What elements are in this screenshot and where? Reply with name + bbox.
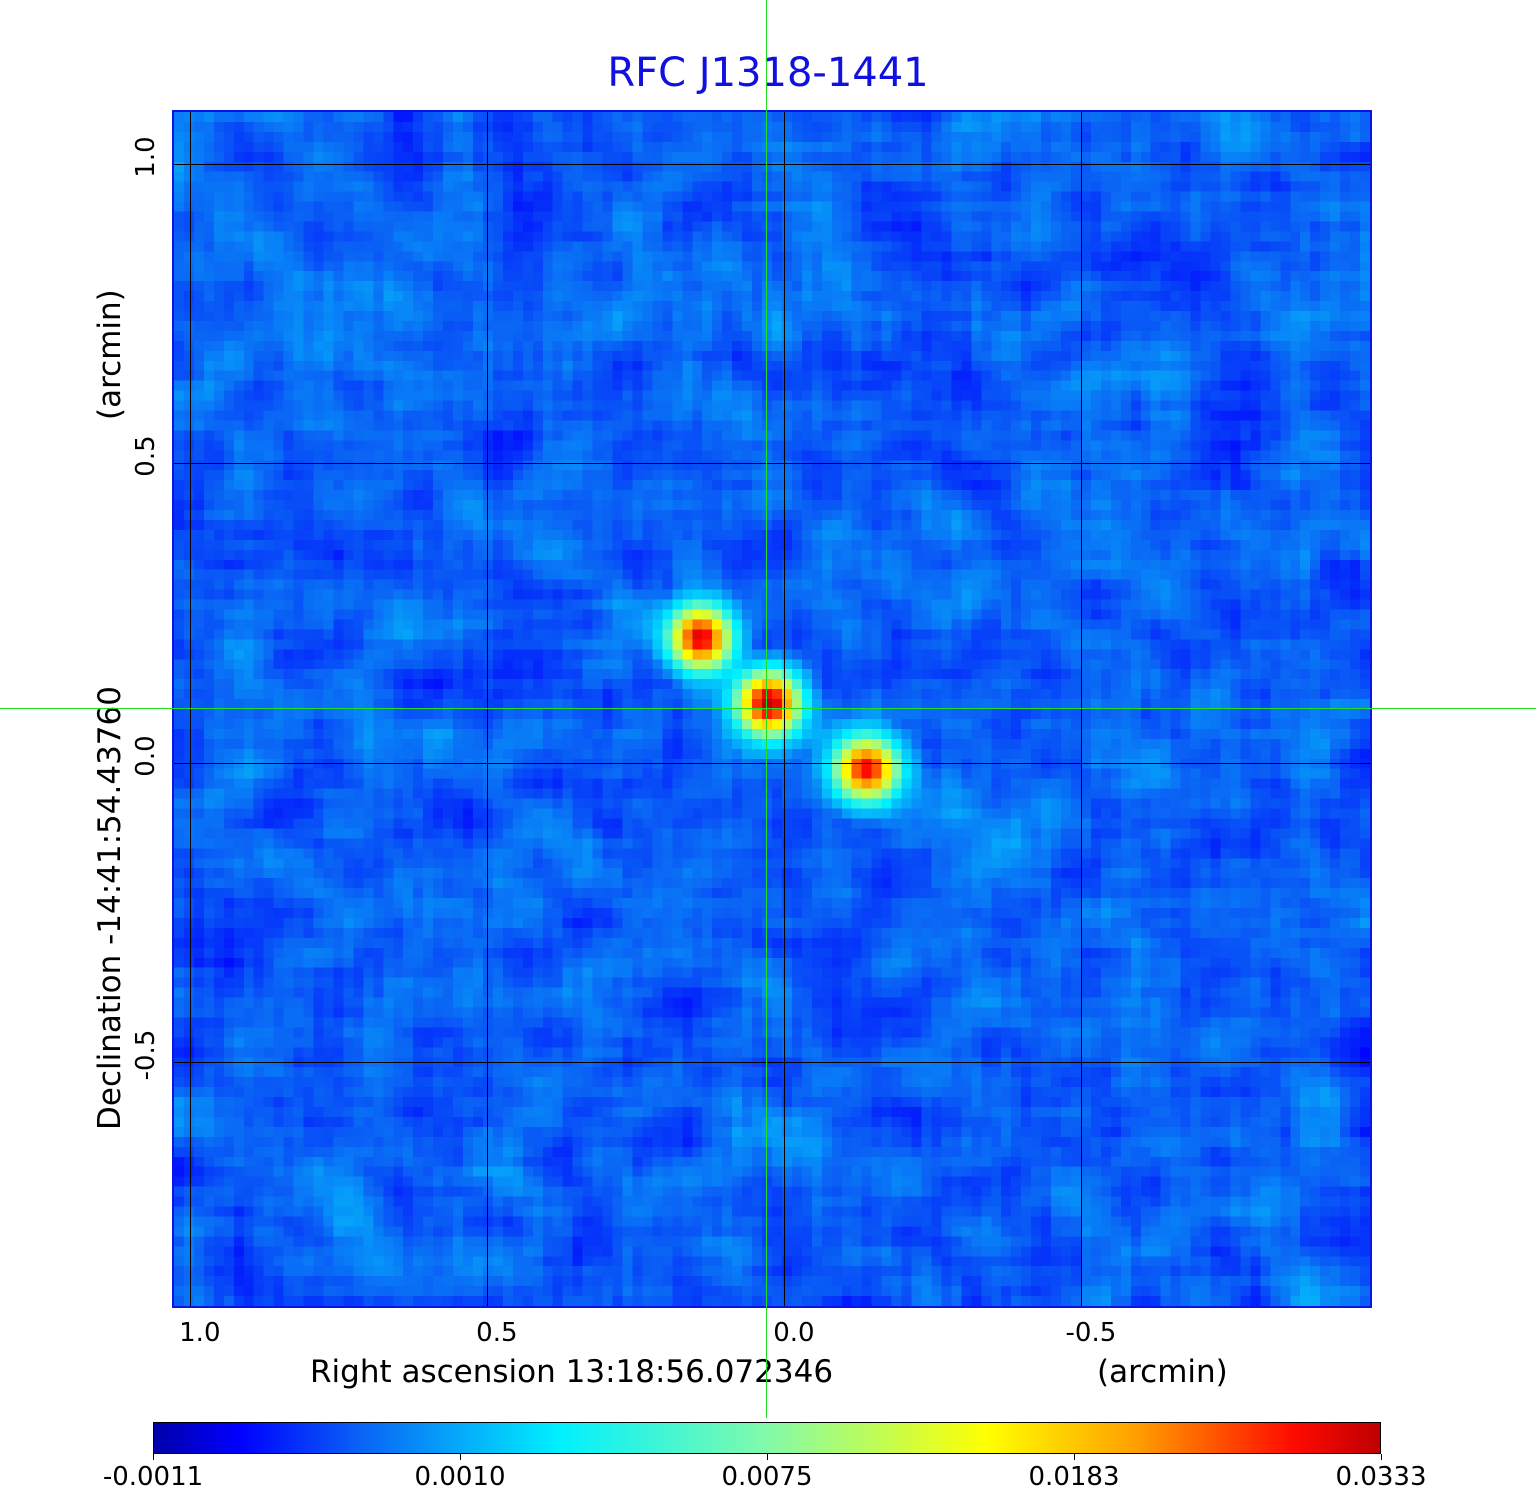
grid-line-y — [174, 1062, 1370, 1064]
plot-area[interactable] — [172, 110, 1372, 1308]
x-axis-label: Right ascension 13:18:56.072346 — [310, 1354, 834, 1390]
colorbar-tick — [1074, 1454, 1075, 1460]
grid-line-x — [783, 112, 785, 1306]
colorbar-tick-label: -0.0011 — [102, 1462, 204, 1492]
y-axis-unit: (arcmin) — [92, 289, 128, 420]
crosshair-horizontal — [0, 708, 1536, 709]
x-tick-label: 0.0 — [773, 1318, 815, 1348]
x-tick-label: 0.5 — [476, 1318, 518, 1348]
heatmap-image — [174, 112, 1370, 1306]
x-tick-label: 1.0 — [179, 1318, 221, 1348]
y-axis-label: Declination -14:41:54.43760 — [92, 686, 128, 1130]
colorbar-tick — [460, 1454, 461, 1460]
grid-line-y — [174, 762, 1370, 764]
colorbar-tick-label: 0.0183 — [1028, 1462, 1120, 1492]
y-tick-label: 0.0 — [131, 735, 161, 777]
colorbar-tick — [153, 1454, 154, 1460]
colorbar-tick — [767, 1454, 768, 1460]
colorbar-tick-label: 0.0075 — [721, 1462, 813, 1492]
crosshair-vertical — [766, 0, 767, 1418]
colorbar — [153, 1422, 1381, 1454]
grid-line-x — [486, 112, 488, 1306]
grid-line-x — [189, 112, 191, 1306]
chart-title: RFC J1318-1441 — [607, 50, 929, 96]
colorbar-tick — [1381, 1454, 1382, 1460]
y-tick-label: 0.5 — [131, 435, 161, 478]
x-tick-label: -0.5 — [1065, 1318, 1117, 1348]
x-axis-unit: (arcmin) — [1097, 1354, 1228, 1390]
grid-line-y — [174, 163, 1370, 165]
colorbar-tick-label: 0.0333 — [1335, 1462, 1427, 1492]
grid-line-y — [174, 463, 1370, 465]
grid-line-x — [1080, 112, 1082, 1306]
y-tick-label: 1.0 — [131, 136, 161, 178]
y-tick-label: -0.5 — [131, 1030, 161, 1081]
colorbar-tick-label: 0.0010 — [414, 1462, 506, 1492]
